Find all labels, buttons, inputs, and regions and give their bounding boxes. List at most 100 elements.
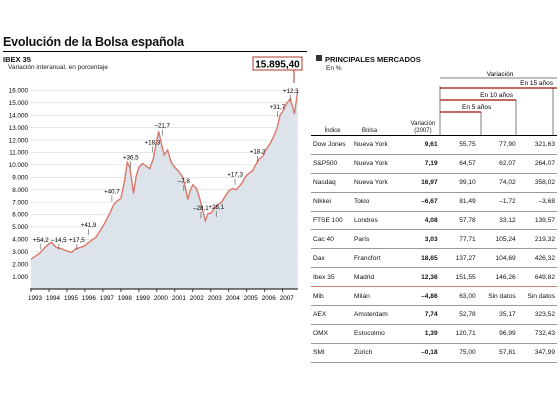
cell-index: OMX bbox=[311, 324, 355, 344]
x-tick-label: 1999 bbox=[136, 295, 151, 302]
annotation-label: –7,8 bbox=[178, 178, 191, 185]
markets-table: Índice Bolsa Variación (2007) Dow Jones N… bbox=[311, 114, 557, 363]
y-tick-label: 6.000 bbox=[12, 212, 28, 219]
x-tick-label: 2003 bbox=[208, 295, 223, 302]
y-tick-label: 8.000 bbox=[12, 187, 28, 194]
ibex-line bbox=[30, 91, 299, 260]
callout-value: 15.895,40 bbox=[255, 60, 300, 71]
col-index: Índice bbox=[311, 114, 355, 136]
cell-v5: 120,71 bbox=[441, 324, 480, 344]
cell-exchange: Tokio bbox=[354, 192, 405, 212]
cell-index: SMI bbox=[311, 343, 355, 363]
cell-v15: 732,43 bbox=[519, 324, 557, 344]
annotation-label: +17,3 bbox=[227, 172, 243, 179]
table-row: OMX Estocolmo 1,39 120,71 96,99 732,43 bbox=[311, 324, 557, 344]
col-exchange: Bolsa bbox=[354, 114, 405, 136]
annotation-label: +54,2 bbox=[33, 237, 49, 244]
cell-index: FTSE 100 bbox=[311, 211, 355, 231]
x-tick-label: 2002 bbox=[190, 295, 205, 302]
cell-v10: –1,72 bbox=[479, 192, 520, 212]
annotation-label: +41,9 bbox=[81, 222, 97, 229]
y-tick-label: 3.000 bbox=[12, 249, 28, 256]
table-row: AEX Amsterdam 7,74 52,78 35,17 323,52 bbox=[311, 305, 557, 325]
cell-index: Nikkei bbox=[311, 192, 355, 212]
cell-v2007: 18,65 bbox=[404, 248, 442, 269]
cell-v10: 33,12 bbox=[479, 211, 520, 231]
annotation-label: +31,7 bbox=[269, 104, 285, 111]
cell-exchange: Nueva York bbox=[354, 135, 405, 155]
cell-exchange: París bbox=[354, 229, 405, 250]
annotation-label: +18,3 bbox=[145, 139, 161, 146]
cell-v15: 264,07 bbox=[519, 154, 557, 174]
y-tick-label: 10.000 bbox=[9, 162, 29, 169]
cell-index: Dax bbox=[311, 248, 355, 269]
table-row: Cac 40 París 3,03 77,71 105,24 219,32 bbox=[311, 229, 557, 250]
table-row: Nasdaq Nueva York 16,97 99,10 74,02 358,02 bbox=[311, 173, 557, 193]
cell-v10: 146,26 bbox=[479, 267, 520, 288]
table-row: Dow Jones Nueva York 9,61 55,75 77,90 321,63 bbox=[311, 135, 557, 155]
cell-v15: 219,32 bbox=[519, 229, 557, 250]
y-tick-label: 11.000 bbox=[9, 150, 28, 157]
cell-v10: 74,02 bbox=[479, 173, 520, 193]
chart-annotations: +54,2 –14,5 +17,5 +41,9 +40,7 +36,5 +18,3 –21,7… bbox=[33, 88, 299, 250]
cell-v5: 55,75 bbox=[441, 135, 480, 155]
title-rule bbox=[3, 51, 307, 52]
cell-exchange: Francfort bbox=[354, 248, 405, 269]
cell-v2007: 1,39 bbox=[404, 324, 442, 344]
period-10-label: En 10 años bbox=[480, 92, 514, 99]
annotation-label: +40,7 bbox=[104, 188, 120, 195]
cell-exchange: Amsterdam bbox=[354, 305, 405, 325]
annotation-label: +12,3 bbox=[283, 88, 299, 95]
cell-v15: 426,32 bbox=[519, 248, 557, 269]
col-15y bbox=[519, 114, 557, 136]
cell-v15: –3,68 bbox=[519, 192, 557, 212]
cell-v15: 139,57 bbox=[519, 211, 557, 231]
x-tick-label: 2005 bbox=[244, 295, 259, 302]
table-row: FTSE 100 Londres 4,08 57,78 33,12 139,57 bbox=[311, 211, 557, 231]
annotation-label: +18,2 bbox=[250, 149, 266, 156]
cell-v5: 137,27 bbox=[441, 248, 480, 269]
cell-v10: 35,17 bbox=[479, 305, 520, 325]
cell-v2007: 9,61 bbox=[404, 135, 442, 155]
x-tick-label: 2006 bbox=[262, 295, 277, 302]
cell-v2007: 4,08 bbox=[404, 211, 442, 231]
y-tick-label: 9.000 bbox=[12, 174, 28, 181]
annotation-label: +17,5 bbox=[69, 237, 85, 244]
chart-subtitle: Variación interanual, en porcentaje bbox=[8, 64, 108, 71]
cell-v10: 104,69 bbox=[479, 248, 520, 269]
cell-exchange: Estocolmo bbox=[354, 324, 405, 344]
cell-index: Cac 40 bbox=[311, 229, 355, 250]
cell-v10: 57,81 bbox=[479, 343, 520, 363]
y-tick-label: 2.000 bbox=[12, 261, 28, 268]
y-tick-label: 15.000 bbox=[9, 100, 29, 107]
cell-v2007: 12,36 bbox=[404, 267, 442, 288]
x-tick-label: 1993 bbox=[28, 295, 43, 302]
x-axis-labels: 1993 1994 1995 1996 1997 1998 1999 2000 2001 2002… bbox=[28, 289, 294, 302]
y-tick-label: 4.000 bbox=[12, 237, 28, 244]
page-title: Evolución de la Bolsa española bbox=[3, 35, 184, 49]
cell-v2007: –4,86 bbox=[404, 286, 442, 307]
table-row: Mib Milán –4,86 63,00 Sin datos Sin datos bbox=[311, 286, 557, 307]
table-row: SMI Zúrich –0,18 75,00 57,81 347,99 bbox=[311, 343, 557, 363]
table-row: Nikkei Tokio –6,67 81,49 –1,72 –3,68 bbox=[311, 192, 557, 212]
cell-v10: 105,24 bbox=[479, 229, 520, 250]
table-subtitle: En % bbox=[326, 65, 342, 72]
chart-section-label: IBEX 35 bbox=[3, 55, 31, 64]
table-section-label: PRINCIPALES MERCADOS bbox=[316, 55, 421, 64]
cell-exchange: Nueva York bbox=[354, 154, 405, 174]
table-row: Dax Francfort 18,65 137,27 104,69 426,32 bbox=[311, 248, 557, 269]
cell-index: S&P500 bbox=[311, 154, 355, 174]
col-10y bbox=[479, 114, 520, 136]
y-tick-label: 16.000 bbox=[9, 88, 29, 95]
ibex-area bbox=[31, 91, 298, 289]
cell-exchange: Madrid bbox=[354, 267, 405, 288]
cell-v10: 96,99 bbox=[479, 324, 520, 344]
cell-exchange: Nueva York bbox=[354, 173, 405, 193]
y-tick-label: 1.000 bbox=[12, 274, 28, 281]
cell-v5: 81,49 bbox=[441, 192, 480, 212]
cell-v2007: –0,18 bbox=[404, 343, 442, 363]
x-tick-label: 2007 bbox=[280, 295, 295, 302]
y-tick-label: 13.000 bbox=[9, 125, 29, 132]
x-tick-label: 1996 bbox=[82, 295, 97, 302]
cell-v2007: 3,03 bbox=[404, 229, 442, 250]
